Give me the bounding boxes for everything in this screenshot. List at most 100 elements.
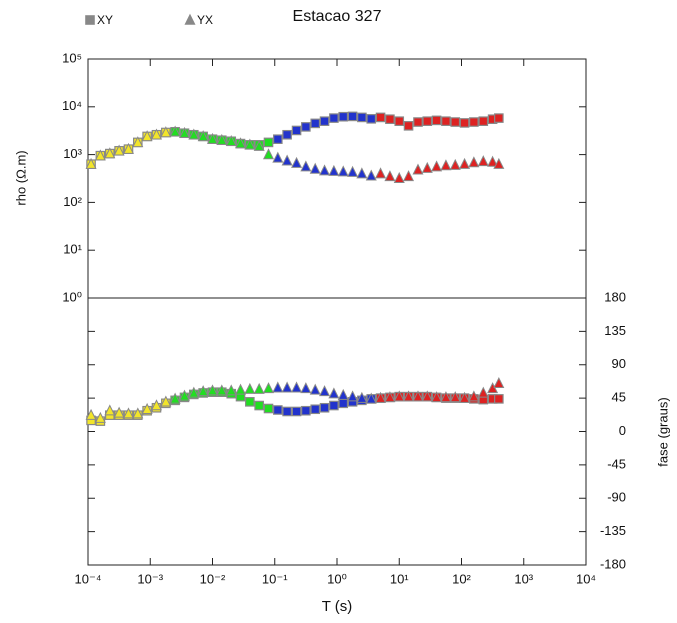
marker	[393, 171, 405, 183]
marker	[197, 130, 209, 142]
marker	[459, 118, 470, 128]
marker	[253, 139, 265, 151]
marker	[281, 381, 293, 393]
marker	[450, 117, 461, 127]
y-tick-label: 180	[604, 289, 626, 304]
marker	[338, 398, 349, 409]
marker	[487, 155, 499, 167]
marker	[356, 167, 368, 179]
marker	[309, 162, 321, 174]
marker	[356, 391, 368, 403]
marker	[141, 402, 153, 414]
marker	[309, 383, 321, 395]
marker	[281, 154, 293, 166]
marker	[94, 411, 106, 423]
marker	[245, 397, 255, 407]
marker	[459, 391, 471, 403]
marker	[291, 406, 302, 417]
marker	[169, 392, 181, 404]
marker	[384, 391, 396, 403]
legend-label: XY	[97, 13, 113, 27]
marker	[263, 382, 275, 394]
marker	[347, 390, 359, 402]
marker	[244, 138, 256, 150]
y-tick-label: -90	[607, 490, 626, 505]
marker	[272, 151, 284, 163]
marker	[357, 112, 367, 123]
x-tick-label: 10⁻¹	[262, 571, 288, 586]
marker	[449, 158, 461, 170]
marker	[160, 395, 172, 407]
y-tick-label: 10³	[63, 146, 82, 161]
marker	[122, 142, 134, 154]
marker	[337, 165, 349, 177]
marker	[206, 384, 219, 396]
marker	[413, 117, 423, 127]
marker	[403, 121, 414, 131]
marker	[132, 136, 144, 148]
marker	[178, 389, 191, 401]
marker	[273, 134, 283, 144]
x-tick-label: 10⁻³	[137, 571, 163, 586]
marker	[235, 137, 247, 149]
y-tick-label: 10⁴	[62, 98, 82, 113]
y-tick-label: 10⁰	[62, 289, 82, 304]
marker	[385, 114, 395, 125]
marker	[85, 408, 97, 420]
marker	[197, 385, 209, 397]
marker	[440, 159, 452, 171]
marker	[263, 148, 275, 160]
marker	[347, 165, 359, 177]
plot-frame	[87, 58, 587, 299]
x-axis-label: T (s)	[322, 598, 353, 615]
marker	[375, 391, 387, 403]
marker	[403, 170, 415, 182]
marker	[431, 160, 443, 172]
marker	[94, 149, 106, 161]
x-tick-label: 10¹	[390, 571, 409, 586]
y-tick-label: -45	[607, 456, 626, 471]
legend-marker	[85, 15, 95, 25]
y-tick-label: 45	[612, 390, 626, 405]
marker	[253, 382, 265, 394]
marker	[347, 111, 358, 122]
marker	[328, 387, 340, 399]
y-tick-label: 10²	[63, 194, 82, 209]
marker	[310, 404, 321, 415]
y-axis-label: fase (graus)	[655, 397, 670, 466]
marker	[384, 170, 396, 182]
marker	[394, 116, 405, 126]
marker	[122, 407, 134, 419]
marker	[329, 113, 339, 123]
marker	[282, 406, 292, 417]
marker	[104, 404, 116, 416]
y-tick-label: 10¹	[63, 242, 82, 257]
marker	[412, 390, 424, 402]
marker	[188, 386, 200, 398]
marker	[225, 384, 237, 396]
marker	[319, 164, 331, 176]
marker	[421, 161, 433, 173]
marker	[494, 113, 504, 123]
marker	[206, 132, 219, 144]
marker	[375, 167, 387, 179]
marker	[431, 391, 443, 403]
marker	[244, 382, 256, 394]
marker	[449, 391, 461, 403]
marker	[441, 116, 451, 126]
marker	[291, 381, 303, 393]
x-tick-label: 10⁴	[576, 571, 596, 586]
marker	[104, 147, 116, 159]
marker	[178, 126, 191, 138]
marker	[85, 157, 97, 169]
y-tick-label: 135	[604, 323, 626, 338]
marker	[216, 133, 228, 145]
marker	[282, 129, 292, 140]
marker	[141, 130, 153, 142]
marker	[254, 400, 264, 411]
marker	[328, 164, 340, 176]
marker	[113, 406, 125, 418]
y-tick-label: 90	[612, 356, 626, 371]
marker	[493, 376, 505, 388]
